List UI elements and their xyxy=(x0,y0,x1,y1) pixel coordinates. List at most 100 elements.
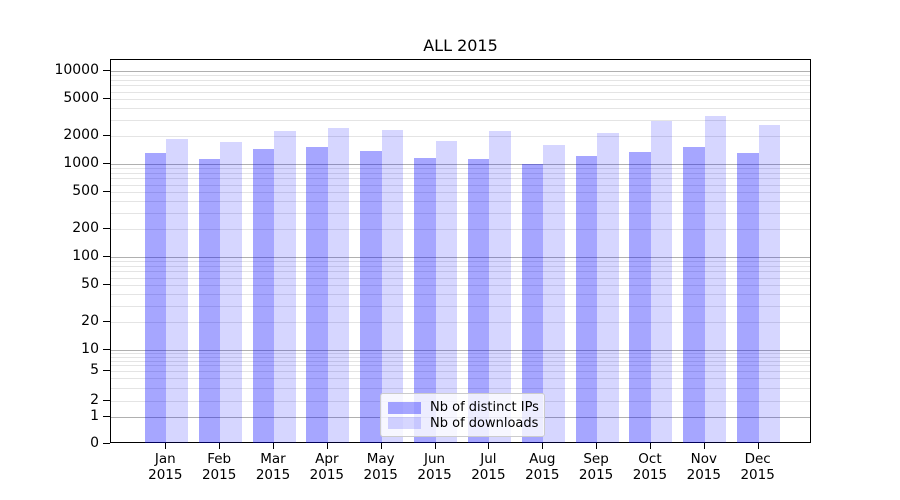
y-grid-line-minor xyxy=(111,184,810,186)
bar-downloads-mar xyxy=(274,131,296,443)
x-tick-label-feb: Feb 2015 xyxy=(187,451,251,483)
y-grid-line-minor xyxy=(111,371,810,372)
y-grid-line-minor xyxy=(111,119,810,121)
bar-distinct-ips-feb xyxy=(198,159,221,443)
x-tick-label-year: 2015 xyxy=(201,467,237,483)
bar-distinct-ips-jun xyxy=(414,157,436,443)
y-tick-label: 0 xyxy=(90,435,99,451)
bar-downloads-aug xyxy=(543,145,565,443)
x-tick-label-mar: Mar 2015 xyxy=(241,451,305,483)
y-tick-mark xyxy=(103,97,110,99)
x-tick-mark-aug xyxy=(542,443,544,449)
bar-distinct-ips-mar xyxy=(252,149,274,443)
y-grid-line-minor xyxy=(111,378,810,380)
y-tick-label: 1000 xyxy=(63,155,99,171)
y-grid-line-minor xyxy=(111,356,810,358)
x-tick-label-dec: Dec 2015 xyxy=(726,451,790,483)
y-tick-label: 500 xyxy=(72,182,99,199)
x-tick-mark-apr xyxy=(326,443,328,449)
x-tick-label-year: 2015 xyxy=(686,467,721,483)
y-grid-line-major xyxy=(111,164,810,165)
y-grid-line-major xyxy=(111,350,810,351)
y-grid-line-minor xyxy=(111,98,810,100)
x-tick-label-jan: Jan 2015 xyxy=(133,451,197,483)
y-grid-line-minor xyxy=(111,365,810,367)
legend-label: Nb of distinct IPs xyxy=(430,400,539,416)
y-tick-label: 2 xyxy=(90,392,99,408)
x-tick-label-year: 2015 xyxy=(578,467,614,483)
bar-downloads-oct xyxy=(650,121,673,443)
bar-distinct-ips-jul xyxy=(467,158,490,443)
legend-item-downloads: Nb of downloads xyxy=(388,415,539,432)
legend: Nb of distinct IPs Nb of downloads xyxy=(380,393,545,437)
bar-distinct-ips-apr xyxy=(306,147,328,443)
y-tick-label: 2000 xyxy=(63,127,99,143)
y-tick-label: 50 xyxy=(81,275,99,292)
y-grid-line-minor xyxy=(111,75,810,77)
y-tick-mark xyxy=(103,256,110,257)
x-tick-label-apr: Apr 2015 xyxy=(295,451,359,483)
x-tick-mark-sep xyxy=(596,443,598,449)
x-tick-mark-jan xyxy=(165,443,167,449)
y-grid-line-minor xyxy=(111,136,810,137)
y-tick-label: 5000 xyxy=(63,89,99,106)
x-tick-label-may: May 2015 xyxy=(349,451,413,483)
y-tick-mark xyxy=(103,163,110,164)
plot-area: Nb of distinct IPs Nb of downloads xyxy=(110,59,811,443)
y-grid-line-minor xyxy=(111,201,810,202)
y-grid-line-minor xyxy=(111,387,810,389)
bar-downloads-feb xyxy=(220,142,242,443)
bar-downloads-jul xyxy=(489,131,511,443)
y-grid-line-minor xyxy=(111,173,810,174)
legend-label: Nb of downloads xyxy=(430,415,539,431)
y-grid-line-minor xyxy=(111,229,810,230)
bar-downloads-jun xyxy=(435,140,458,443)
y-tick-mark xyxy=(103,416,110,417)
y-grid-line-major xyxy=(111,257,810,258)
x-tick-mark-jul xyxy=(488,443,490,449)
x-tick-label-jul: Jul 2015 xyxy=(456,451,520,483)
bar-downloads-nov xyxy=(704,115,727,443)
y-grid-line-minor xyxy=(111,353,810,355)
x-tick-label-nov: Nov 2015 xyxy=(672,451,736,483)
y-grid-line-minor xyxy=(111,168,810,170)
legend-swatch-downloads xyxy=(388,417,421,430)
bar-downloads-dec xyxy=(758,125,781,443)
x-tick-mark-jun xyxy=(434,443,436,449)
x-tick-mark-oct xyxy=(649,443,651,449)
x-tick-mark-mar xyxy=(273,443,274,449)
y-tick-mark xyxy=(103,443,110,444)
y-grid-line-minor xyxy=(111,305,810,307)
y-grid-line-minor xyxy=(111,360,810,362)
x-tick-label-year: 2015 xyxy=(148,467,183,483)
chart-title: ALL 2015 xyxy=(423,36,498,55)
legend-item-distinct-ips: Nb of distinct IPs xyxy=(388,400,539,416)
bar-downloads-apr xyxy=(327,127,350,443)
bar-distinct-ips-aug xyxy=(521,164,544,443)
y-tick-mark xyxy=(103,70,110,71)
x-tick-mark-nov xyxy=(703,443,705,449)
x-tick-label-sep: Sep 2015 xyxy=(564,451,628,483)
y-tick-mark xyxy=(103,349,110,350)
bar-downloads-may xyxy=(381,130,404,443)
x-tick-label-year: 2015 xyxy=(632,467,668,483)
x-tick-label-year: 2015 xyxy=(363,467,398,483)
y-grid-line-minor xyxy=(111,80,810,81)
y-tick-label: 10000 xyxy=(54,62,99,78)
x-tick-label-year: 2015 xyxy=(740,467,775,483)
x-tick-label-aug: Aug 2015 xyxy=(510,451,574,483)
x-tick-label-oct: Oct 2015 xyxy=(618,451,682,483)
y-tick-label: 1 xyxy=(90,408,99,424)
x-tick-label-year: 2015 xyxy=(255,467,291,483)
x-tick-label-year: 2015 xyxy=(417,467,452,483)
bar-distinct-ips-may xyxy=(360,151,382,443)
y-grid-line-major xyxy=(111,71,810,72)
x-tick-mark-may xyxy=(380,443,382,449)
x-tick-label-year: 2015 xyxy=(309,467,345,483)
y-grid-line-minor xyxy=(111,261,810,263)
y-grid-line-minor xyxy=(111,284,810,286)
bar-distinct-ips-nov xyxy=(683,147,705,443)
y-grid-line-minor xyxy=(111,271,810,273)
x-tick-label-year: 2015 xyxy=(525,467,560,483)
